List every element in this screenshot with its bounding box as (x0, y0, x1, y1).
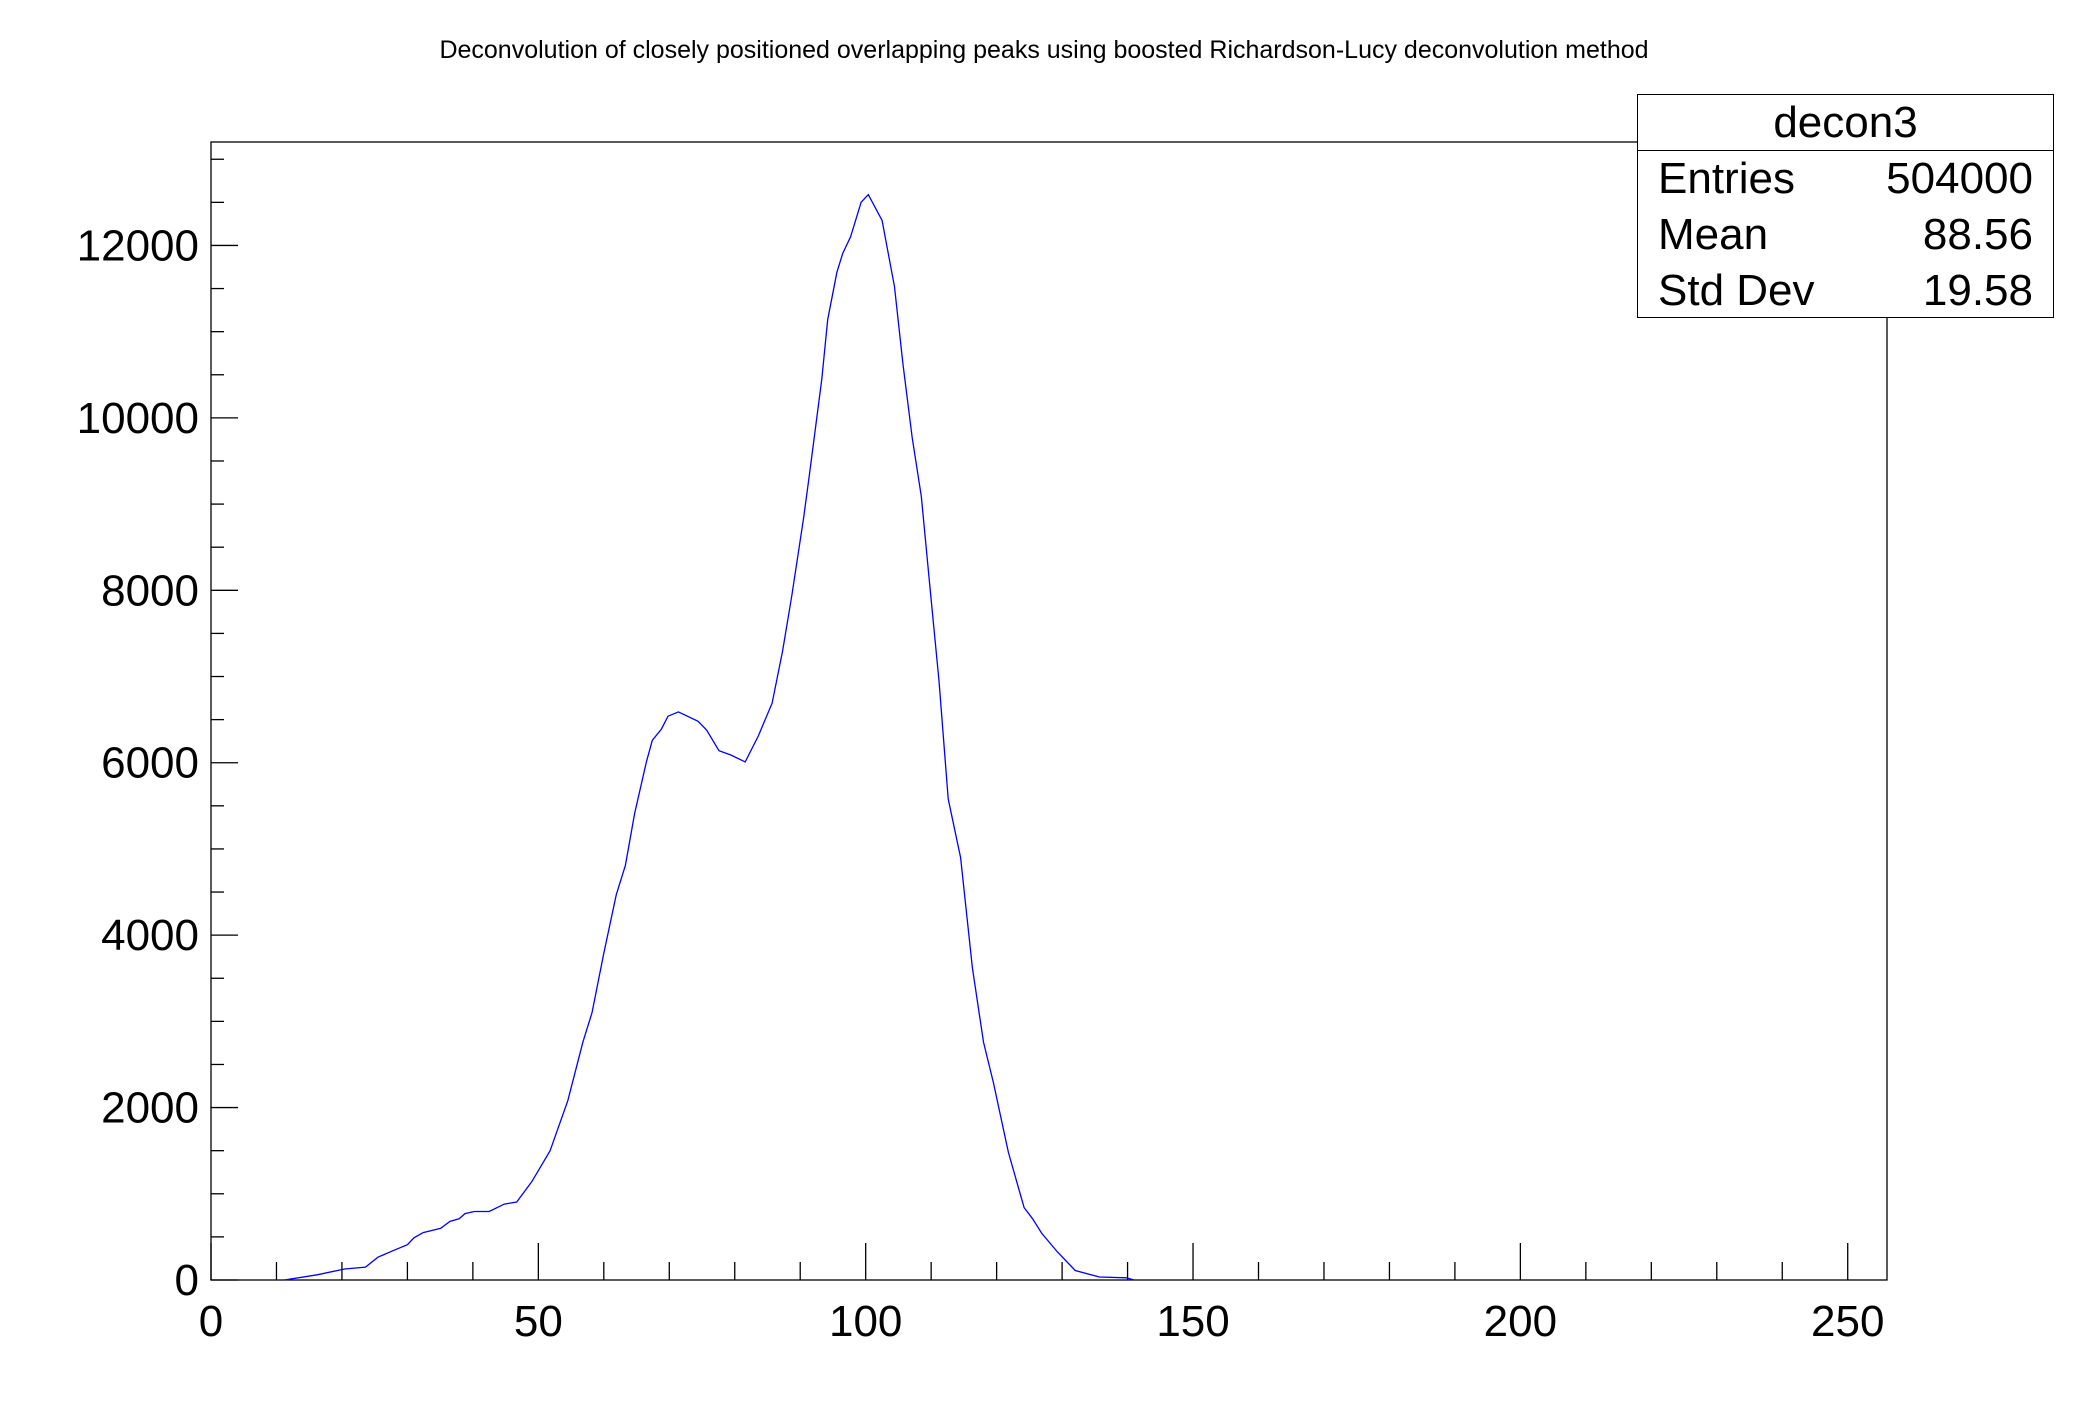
stats-box-name: decon3 (1638, 95, 2053, 151)
y-tick-label: 6000 (101, 739, 199, 788)
series-line (284, 193, 1135, 1281)
x-tick-label: 150 (1156, 1297, 1229, 1346)
stats-row-mean: Mean 88.56 (1638, 207, 2053, 263)
stats-value: 88.56 (1922, 210, 2033, 259)
stats-label: Std Dev (1658, 266, 1815, 315)
y-tick-label: 2000 (101, 1084, 199, 1133)
x-tick-label: 200 (1484, 1297, 1557, 1346)
plot-frame (210, 141, 1888, 1281)
y-tick-label: 8000 (101, 566, 199, 615)
stats-label: Entries (1658, 154, 1795, 203)
stats-box: decon3 Entries 504000 Mean 88.56 Std Dev 19… (1637, 94, 2054, 318)
x-tick-label: 50 (514, 1297, 563, 1346)
y-tick-label: 10000 (77, 394, 199, 443)
stats-label: Mean (1658, 210, 1769, 259)
stats-row-entries: Entries 504000 (1638, 151, 2053, 207)
stats-value: 504000 (1886, 154, 2033, 203)
x-tick-label: 100 (829, 1297, 902, 1346)
y-tick-label: 0 (175, 1256, 199, 1305)
stats-value: 19.58 (1922, 266, 2033, 315)
x-tick-label: 0 (199, 1297, 223, 1346)
chart-title: Deconvolution of closely positioned over… (439, 36, 1649, 64)
y-tick-label: 12000 (77, 221, 199, 270)
y-tick-label: 4000 (101, 911, 199, 960)
x-tick-label: 250 (1811, 1297, 1884, 1346)
stats-row-stddev: Std Dev 19.58 (1638, 263, 2053, 319)
